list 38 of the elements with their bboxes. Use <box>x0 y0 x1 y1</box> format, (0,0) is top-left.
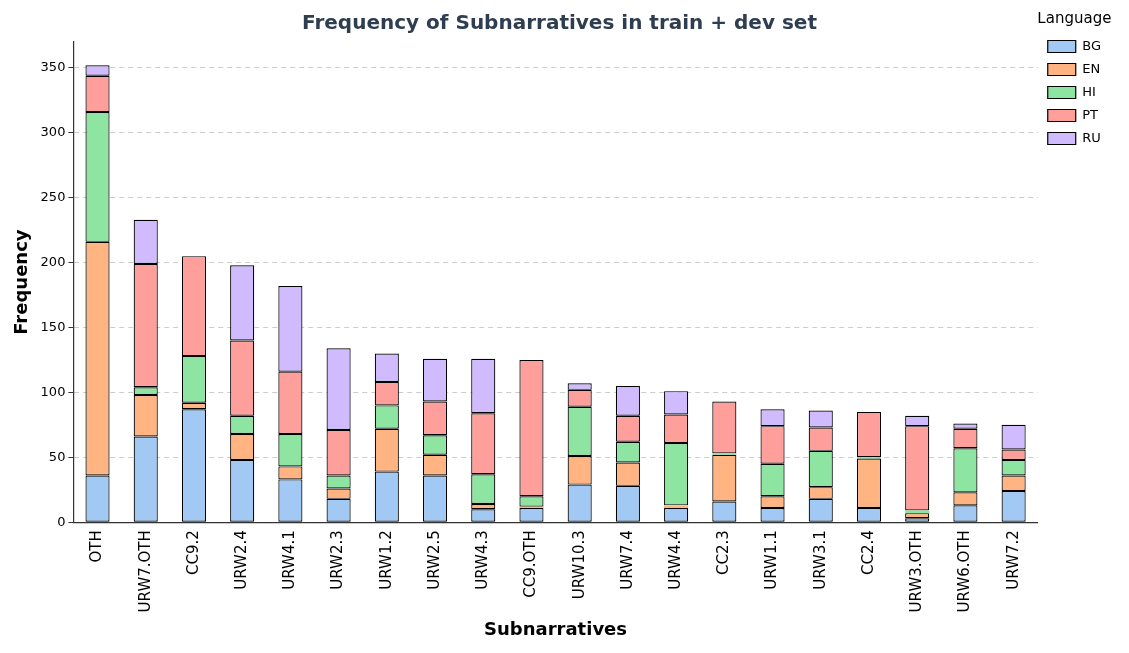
y-tick-label: 100 <box>40 383 66 399</box>
x-tick-label: CC2.4 <box>858 530 877 576</box>
x-tick-label: URW2.3 <box>328 530 347 590</box>
x-tick-label: URW1.1 <box>762 530 781 590</box>
y-tick-label: 250 <box>40 189 66 205</box>
x-tick-label: URW4.1 <box>280 530 299 590</box>
bar <box>664 505 689 508</box>
y-tick-label: 50 <box>48 448 66 464</box>
x-axis-title: Subnarratives <box>484 617 628 639</box>
x-tick-label: OTH <box>87 530 106 563</box>
y-tick-label: 300 <box>40 124 66 140</box>
x-tick-label: URW2.4 <box>232 530 251 590</box>
y-tick-label: 0 <box>57 513 66 529</box>
x-tick-label: CC9.OTH <box>521 530 540 598</box>
legend-label: RU <box>1082 129 1101 145</box>
x-tick-label: URW7.OTH <box>135 530 154 613</box>
x-tick-label: URW7.2 <box>1003 530 1022 590</box>
x-tick-label: URW6.OTH <box>955 530 974 613</box>
x-tick-label: URW7.4 <box>617 530 636 590</box>
x-tick-label: URW2.5 <box>424 530 443 590</box>
chart-title: Frequency of Subnarratives in train + dev set <box>302 10 818 35</box>
x-tick-label: CC2.3 <box>714 530 733 576</box>
y-tick-label: 150 <box>40 318 66 334</box>
x-tick-label: URW10.3 <box>569 530 588 600</box>
legend-label: PT <box>1082 106 1099 122</box>
x-tick-label: URW3.OTH <box>907 530 926 613</box>
y-tick-label: 200 <box>40 254 66 270</box>
legend-label: HI <box>1082 83 1096 99</box>
y-axis-title: Frequency <box>10 229 32 335</box>
x-tick-label: CC9.2 <box>183 530 202 576</box>
legend-title: Language <box>1037 9 1112 28</box>
x-tick-label: URW1.2 <box>376 530 395 590</box>
x-tick-label: URW4.4 <box>666 530 685 590</box>
x-tick-label: URW4.3 <box>473 530 492 590</box>
legend-label: BG <box>1082 37 1101 53</box>
y-tick-label: 350 <box>40 59 66 75</box>
x-tick-label: URW3.1 <box>810 530 829 590</box>
legend-label: EN <box>1082 60 1101 76</box>
